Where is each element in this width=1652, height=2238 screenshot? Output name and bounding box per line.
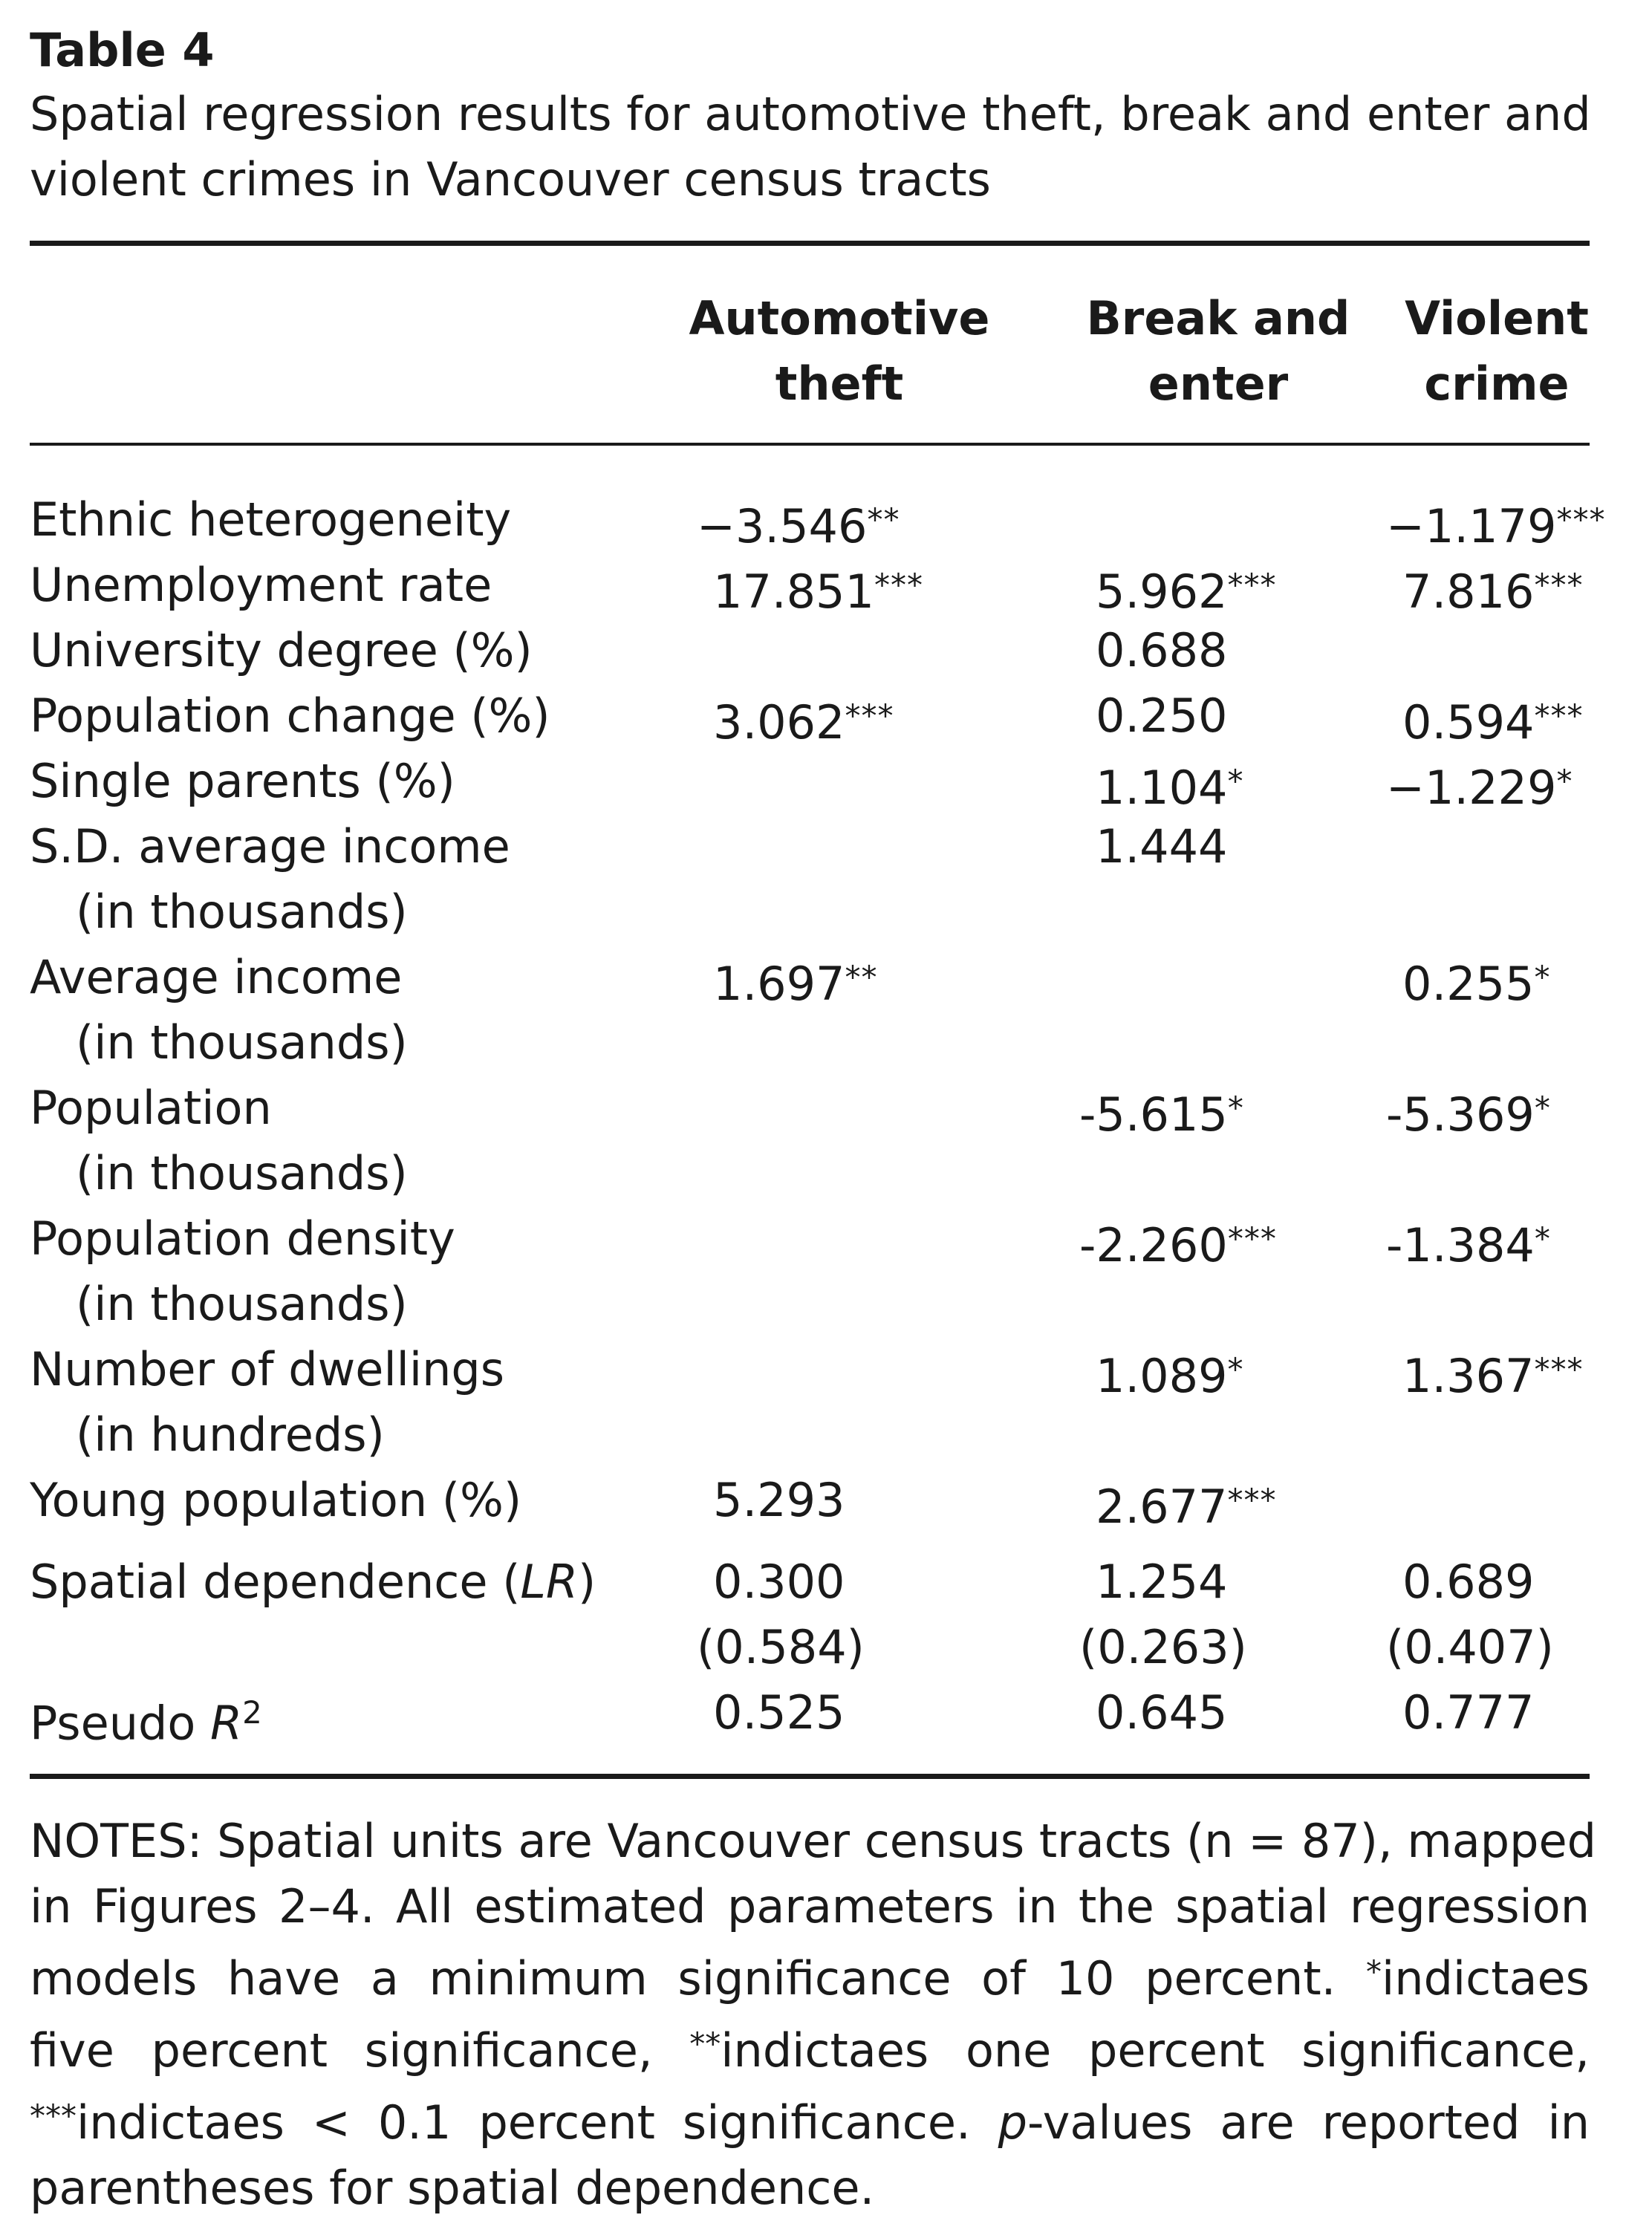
coefficient-cell: −3.546** bbox=[697, 499, 900, 553]
row-label: S.D. average income (in thousands) bbox=[30, 819, 510, 939]
row-label: Number of dwellings (in hundreds) bbox=[30, 1342, 505, 1462]
significance-stars: ** bbox=[845, 959, 878, 995]
row-label: Unemployment rate bbox=[30, 558, 492, 612]
notes-line: in Figures 2–4. All estimated parameters… bbox=[30, 1879, 1590, 1933]
column-header-automotive-theft: Automotive theft bbox=[689, 291, 990, 411]
spatial-dependence-value: 0.300 bbox=[713, 1555, 845, 1609]
row-label: Average income (in thousands) bbox=[30, 950, 408, 1070]
significance-stars: *** bbox=[1227, 1482, 1277, 1518]
significance-stars: * bbox=[1227, 1351, 1244, 1388]
pseudo-r2-value: 0.525 bbox=[713, 1685, 845, 1740]
row-label: Population change (%) bbox=[30, 689, 550, 743]
notes-line: models have a minimum significance of 10… bbox=[30, 1951, 1590, 2006]
coefficient-cell: -5.369* bbox=[1386, 1087, 1551, 1142]
coefficient-cell: -2.260*** bbox=[1079, 1218, 1277, 1272]
spatial-dependence-value: 1.254 bbox=[1096, 1555, 1228, 1609]
coefficient-cell: 1.104* bbox=[1096, 761, 1244, 815]
row-label-spatial-dependence: Spatial dependence (LR) bbox=[30, 1555, 596, 1609]
coefficient-cell: 1.444 bbox=[1096, 819, 1228, 874]
significance-stars: * bbox=[1534, 959, 1551, 995]
significance-stars: * bbox=[1534, 1090, 1551, 1126]
significance-stars: *** bbox=[1534, 1351, 1584, 1388]
significance-stars: *** bbox=[1227, 1220, 1277, 1257]
bottom-rule bbox=[30, 1774, 1590, 1779]
coefficient-cell: 0.250 bbox=[1096, 689, 1228, 743]
coefficient-cell: 0.594*** bbox=[1402, 695, 1584, 749]
significance-stars: *** bbox=[1534, 567, 1584, 603]
coefficient-cell: 2.677*** bbox=[1096, 1480, 1277, 1534]
pseudo-r2-value: 0.645 bbox=[1096, 1685, 1228, 1740]
coefficient-cell: 5.293 bbox=[713, 1473, 845, 1527]
header-rule bbox=[30, 443, 1590, 446]
significance-stars: *** bbox=[874, 567, 923, 603]
row-label: Single parents (%) bbox=[30, 754, 455, 808]
notes-line: five percent significance, **indictaes o… bbox=[30, 2023, 1590, 2078]
notes-line: ***indictaes < 0.1 percent significance.… bbox=[30, 2095, 1590, 2150]
coefficient-cell: 5.962*** bbox=[1096, 565, 1277, 619]
top-rule bbox=[30, 241, 1590, 246]
spatial-dependence-pvalue: (0.263) bbox=[1079, 1620, 1247, 1674]
notes-line: parentheses for spatial dependence. bbox=[30, 2161, 875, 2215]
coefficient-cell: -5.615* bbox=[1079, 1087, 1244, 1142]
table-label: Table 4 bbox=[30, 23, 215, 77]
coefficient-cell: 3.062*** bbox=[713, 695, 894, 749]
coefficient-cell: 17.851*** bbox=[713, 565, 923, 619]
row-label: Population (in thousands) bbox=[30, 1081, 408, 1200]
column-header-violent-crime: Violent crime bbox=[1405, 291, 1589, 411]
column-header-break-and-enter: Break and enter bbox=[1086, 291, 1350, 411]
row-label: Ethnic heterogeneity bbox=[30, 492, 512, 547]
row-label: University degree (%) bbox=[30, 623, 533, 677]
notes-line: NOTES: Spatial units are Vancouver censu… bbox=[30, 1814, 1596, 1868]
caption-line: violent crimes in Vancouver census tract… bbox=[30, 152, 991, 206]
significance-stars: * bbox=[1556, 763, 1573, 799]
significance-stars: *** bbox=[1227, 567, 1277, 603]
significance-stars: * bbox=[1227, 1090, 1244, 1126]
caption-line: Spatial regression results for automotiv… bbox=[30, 87, 1591, 141]
row-label: Young population (%) bbox=[30, 1473, 522, 1527]
coefficient-cell: 1.697** bbox=[713, 957, 878, 1011]
spatial-dependence-pvalue: (0.584) bbox=[697, 1620, 865, 1674]
significance-stars: *** bbox=[845, 697, 894, 734]
coefficient-cell: 1.367*** bbox=[1402, 1349, 1584, 1403]
significance-stars: * bbox=[1534, 1220, 1551, 1257]
coefficient-cell: −1.229* bbox=[1386, 761, 1573, 815]
row-label: Population density (in thousands) bbox=[30, 1211, 455, 1331]
table-notes: NOTES: Spatial units are Vancouver censu… bbox=[30, 1809, 1596, 2221]
significance-stars: *** bbox=[1534, 697, 1584, 734]
row-label-pseudo-r2: Pseudo R2 bbox=[30, 1694, 262, 1751]
spatial-dependence-value: 0.689 bbox=[1402, 1555, 1535, 1609]
coefficient-cell: 7.816*** bbox=[1402, 565, 1584, 619]
significance-stars: ** bbox=[867, 501, 900, 538]
table-caption: Spatial regression results for automotiv… bbox=[30, 82, 1591, 212]
coefficient-cell: -1.384* bbox=[1386, 1218, 1551, 1272]
pseudo-r2-value: 0.777 bbox=[1402, 1685, 1535, 1740]
significance-stars: *** bbox=[1556, 501, 1606, 538]
coefficient-cell: 0.255* bbox=[1402, 957, 1551, 1011]
spatial-dependence-pvalue: (0.407) bbox=[1386, 1620, 1554, 1674]
coefficient-cell: 0.688 bbox=[1096, 623, 1228, 677]
significance-stars: * bbox=[1227, 763, 1244, 799]
coefficient-cell: 1.089* bbox=[1096, 1349, 1244, 1403]
coefficient-cell: −1.179*** bbox=[1386, 499, 1606, 553]
